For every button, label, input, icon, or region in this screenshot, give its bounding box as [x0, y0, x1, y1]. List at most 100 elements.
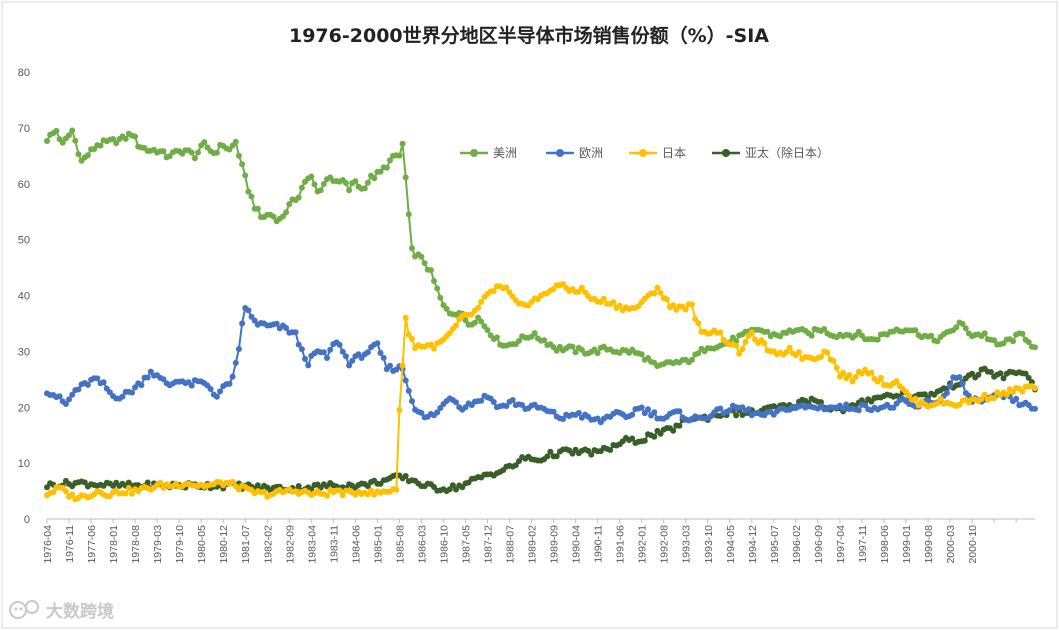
y-tick-label: 30 [18, 346, 30, 358]
x-tick-label: 1981-07 [240, 525, 252, 564]
data-point [160, 376, 167, 383]
data-point [427, 341, 434, 348]
data-point [339, 492, 346, 499]
data-point [245, 307, 252, 314]
data-point [1000, 375, 1007, 382]
data-point [305, 362, 312, 369]
data-point [59, 139, 66, 146]
data-point [100, 379, 107, 386]
x-tick-label: 1996-02 [791, 525, 803, 564]
data-point [84, 152, 91, 159]
data-point [387, 157, 393, 164]
data-point [877, 374, 884, 381]
data-point [342, 180, 349, 186]
data-point [113, 140, 120, 147]
data-point [75, 386, 82, 393]
x-tick-label: 1989-02 [527, 525, 539, 564]
data-point [66, 132, 72, 139]
data-point [396, 152, 403, 159]
data-point [132, 133, 139, 140]
data-point [320, 349, 327, 356]
y-tick-label: 10 [18, 458, 30, 470]
data-point [292, 329, 299, 336]
data-point [663, 296, 670, 303]
data-point [217, 388, 224, 395]
data-point [324, 492, 330, 499]
data-point [830, 357, 837, 364]
data-point [764, 328, 771, 335]
data-point [144, 374, 151, 381]
x-tick-label: 1992-08 [659, 525, 671, 564]
data-point [195, 149, 201, 156]
data-point [380, 354, 387, 361]
data-point [166, 153, 173, 160]
data-point [943, 390, 950, 396]
data-point [66, 396, 72, 403]
data-point [607, 447, 614, 453]
watermark-text: 大数跨境 [46, 601, 114, 622]
data-point [229, 373, 236, 380]
data-point [912, 327, 919, 334]
data-point [377, 168, 384, 175]
data-point [453, 399, 459, 406]
data-point [651, 433, 658, 440]
data-point [912, 395, 919, 402]
data-point [1032, 385, 1038, 392]
data-point [346, 187, 353, 194]
data-point [324, 355, 330, 361]
data-point [893, 378, 900, 385]
data-point [94, 375, 101, 382]
data-point [122, 490, 129, 497]
data-point [283, 209, 290, 216]
data-point [434, 409, 441, 416]
y-axis: 0 10 20 30 40 50 60 70 80 [18, 67, 30, 526]
data-point [248, 193, 255, 200]
data-point [261, 488, 268, 495]
data-point [641, 437, 648, 444]
watermark: 大数跨境 [9, 600, 114, 622]
data-point [610, 299, 617, 306]
data-point [409, 245, 415, 252]
x-tick-label: 1978-08 [130, 525, 142, 564]
data-point [547, 448, 554, 455]
data-point [484, 327, 491, 333]
data-point [232, 138, 239, 145]
data-point [1010, 389, 1016, 396]
data-point [207, 386, 214, 392]
data-point [327, 346, 334, 353]
data-point [399, 362, 406, 369]
x-tick-label: 1999-01 [901, 525, 913, 564]
x-tick-label: 1985-01 [372, 525, 384, 564]
data-point [638, 351, 645, 358]
x-tick-label: 1989-09 [549, 525, 561, 564]
data-point [1025, 339, 1032, 346]
x-tick-label: 1990-11 [593, 525, 605, 563]
data-point [383, 164, 390, 171]
data-point [1032, 344, 1038, 351]
data-point [786, 344, 793, 351]
data-point [122, 135, 129, 142]
chart-title: 1976-2000世界分地区半导体市场销售份额（%）-SIA [289, 24, 769, 47]
data-point [69, 127, 76, 134]
data-point [1025, 374, 1032, 381]
data-point [405, 331, 412, 338]
data-point [843, 401, 850, 408]
data-point [629, 411, 636, 418]
data-point [387, 362, 393, 369]
data-point [320, 181, 327, 187]
data-point [695, 320, 702, 327]
data-point [937, 395, 944, 402]
data-point [635, 303, 642, 310]
data-point [409, 336, 415, 342]
data-point [443, 305, 450, 312]
data-point [544, 453, 551, 460]
data-point [69, 491, 76, 498]
data-point [437, 405, 444, 411]
data-point [431, 345, 437, 352]
data-point [645, 406, 651, 413]
data-point [717, 329, 724, 336]
legend-swatch-marker [470, 149, 478, 157]
data-point [928, 332, 935, 339]
data-point [808, 332, 815, 339]
x-tick-label: 1980-05 [196, 525, 208, 564]
